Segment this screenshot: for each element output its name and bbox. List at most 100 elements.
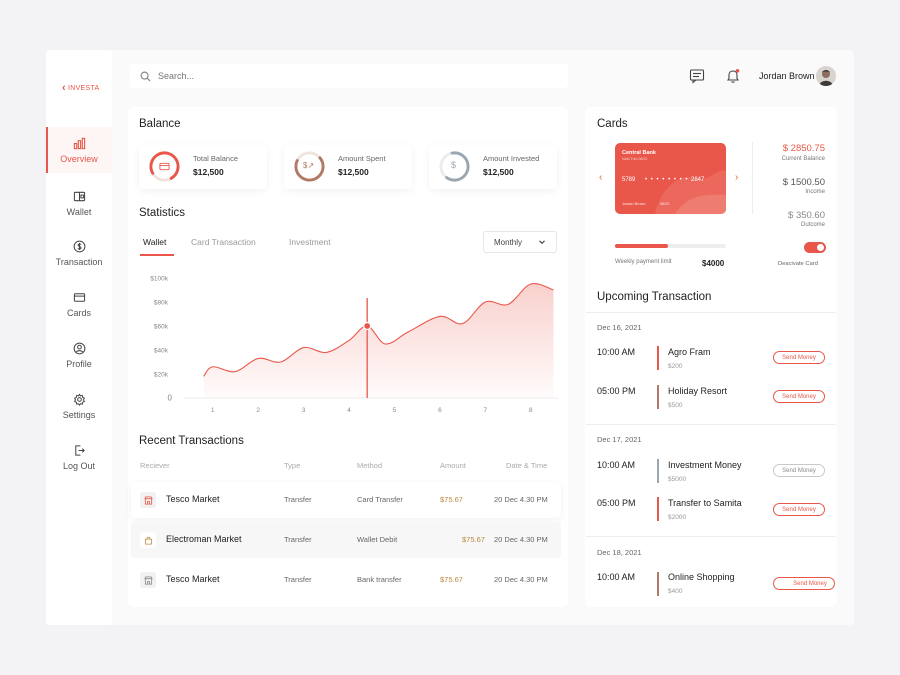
tab-investment[interactable]: Investment (289, 237, 331, 247)
y-tick-label: $60k (154, 324, 169, 331)
chat-icon[interactable] (689, 68, 705, 84)
send-money-button[interactable]: Send Money (773, 390, 825, 403)
balance-label: Total Balance (193, 154, 239, 163)
balance-label: Amount Invested (483, 154, 540, 163)
statistics-title: Statistics (139, 207, 186, 219)
y-tick-label: $100k (150, 276, 168, 283)
col-header-receiver: Reciever (140, 461, 170, 470)
dollar-circle-icon (73, 240, 85, 252)
balance-label: Amount Spent (338, 154, 386, 163)
sidebar-item-profile[interactable]: Profile (46, 332, 112, 378)
sidebar-item-logout[interactable]: Log Out (46, 434, 112, 480)
sidebar-item-cards[interactable]: Cards (46, 281, 112, 327)
card-wave-decoration (655, 170, 726, 214)
chart-area (203, 283, 554, 398)
recent-transactions-title: Recent Transactions (139, 435, 244, 447)
balance-ring (294, 151, 325, 182)
upcoming-name: Online Shopping (668, 572, 735, 582)
upcoming-color-bar (657, 459, 659, 483)
table-row[interactable]: Electroman Market Transfer Wallet Debit … (131, 522, 561, 558)
dollar-arrow-icon: $↗ (303, 161, 315, 170)
search-input[interactable] (158, 71, 538, 81)
upcoming-amount: $2000 (668, 514, 687, 521)
transaction-type: Transfer (284, 535, 312, 544)
transaction-method: Wallet Debit (357, 535, 398, 544)
balance-card-spent: $↗ Amount Spent $12,500 (284, 145, 412, 189)
y-tick-label: $40k (154, 348, 169, 355)
sidebar-item-transaction[interactable]: Transaction (46, 230, 112, 276)
upcoming-amount: $200 (668, 363, 683, 370)
col-header-type: Type (284, 461, 301, 470)
y-tick-label: $20k (154, 372, 169, 379)
user-name[interactable]: Jordan Brown (759, 71, 815, 81)
wallet-icon (73, 191, 85, 201)
y-tick-label: $80k (154, 300, 169, 307)
current-balance-value: $ 2850.75 (782, 143, 825, 154)
bell-icon[interactable] (725, 68, 741, 84)
balance-value: $12,500 (483, 167, 514, 177)
balance-value: $12,500 (338, 167, 369, 177)
limit-label: Weekly payment limit (615, 259, 672, 265)
upcoming-title: Upcoming Transaction (597, 291, 712, 303)
period-dropdown[interactable]: Monthly (483, 231, 557, 253)
col-header-method: Method (357, 461, 383, 470)
card-next-arrow-icon[interactable]: › (735, 172, 739, 183)
receiver-name: Tesco Market (166, 494, 220, 504)
transaction-date: 20 Dec 4.30 PM (494, 575, 548, 584)
table-row[interactable]: Tesco Market Transfer Card Transfer $75.… (131, 482, 561, 518)
deactivate-card-toggle[interactable] (804, 242, 826, 253)
tab-card-transaction[interactable]: Card Transaction (191, 237, 256, 247)
search-icon (140, 71, 151, 82)
send-money-button[interactable]: Send Money (773, 464, 825, 477)
outcome-value: $ 350.60 (788, 210, 825, 221)
sidebar-item-settings[interactable]: Settings (46, 383, 112, 429)
card-expiry: 06/22 (660, 202, 670, 206)
sidebar-item-overview[interactable]: Overview (46, 127, 112, 173)
x-tick-label: 3 (302, 407, 306, 414)
user-circle-icon (73, 342, 85, 354)
table-row[interactable]: Tesco Market Transfer Bank transfer $75.… (131, 562, 561, 598)
send-money-button[interactable]: Send Money (773, 577, 835, 590)
upcoming-time: 10:00 AM (597, 572, 636, 582)
col-header-date: Date & Time (506, 461, 548, 470)
date-header: Dec 16, 2021 (597, 323, 642, 332)
x-tick-label: 4 (347, 407, 351, 414)
card-holder: Jordan Brown (622, 202, 646, 206)
upcoming-name: Holiday Resort (668, 386, 728, 396)
card-number-mask: • • • • • • • • (645, 177, 689, 183)
upcoming-amount: $500 (668, 402, 683, 409)
outcome-label: Outcome (800, 222, 825, 228)
send-money-button[interactable]: Send Money (773, 503, 825, 516)
upcoming-color-bar (657, 497, 659, 521)
credit-card[interactable]: Central Bank Valid Thru 06/22 5789 • • •… (615, 143, 726, 214)
sidebar: ‹ INVESTA Overview Wallet Transaction Ca… (46, 50, 112, 625)
tab-wallet[interactable]: Wallet (143, 237, 167, 247)
balance-card-invested: $ Amount Invested $12,500 (429, 145, 557, 189)
bar-chart-icon (73, 137, 85, 149)
sidebar-item-wallet[interactable]: Wallet (46, 180, 112, 226)
upcoming-color-bar (657, 572, 659, 596)
income-label: Income (805, 189, 825, 195)
transaction-amount: $75.67 (440, 495, 463, 504)
chart-highlight-point[interactable] (363, 321, 372, 331)
chevron-down-icon (539, 240, 545, 245)
divider (586, 536, 836, 537)
balance-ring (149, 151, 180, 182)
balance-card-total: Total Balance $12,500 (139, 145, 267, 189)
divider (586, 312, 836, 313)
upcoming-time: 05:00 PM (597, 498, 636, 508)
avatar-person-icon (819, 70, 833, 86)
upcoming-time: 10:00 AM (597, 347, 636, 357)
divider (752, 142, 753, 214)
y-tick-label: 0 (168, 394, 173, 403)
send-money-button[interactable]: Send Money (773, 351, 825, 364)
card-prev-arrow-icon[interactable]: ‹ (599, 172, 603, 183)
transaction-type: Transfer (284, 495, 312, 504)
upcoming-amount: $5000 (668, 476, 687, 483)
sidebar-item-label: Transaction (55, 256, 103, 267)
sidebar-item-label: Wallet (66, 206, 92, 217)
avatar[interactable] (816, 66, 836, 86)
divider (586, 424, 836, 425)
logout-icon (74, 444, 85, 456)
receiver-name: Tesco Market (166, 574, 220, 584)
